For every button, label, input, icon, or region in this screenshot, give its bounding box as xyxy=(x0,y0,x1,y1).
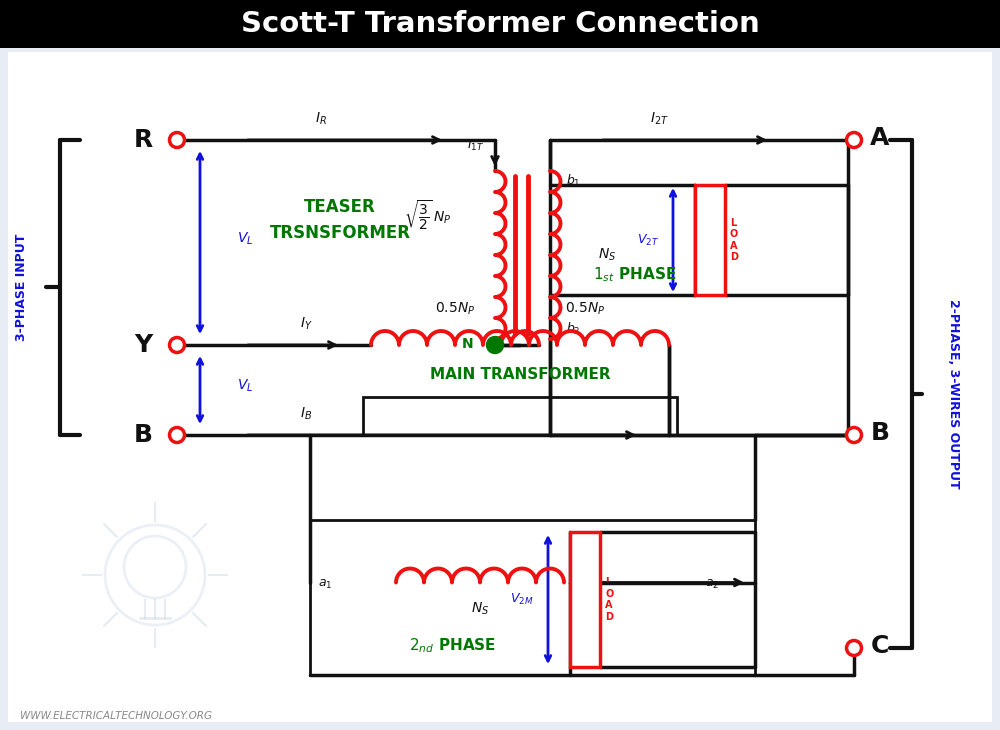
Text: $0.5N_P$: $0.5N_P$ xyxy=(435,301,475,318)
Bar xyxy=(695,185,725,295)
Text: $\sqrt{\dfrac{3}{2}}\,N_P$: $\sqrt{\dfrac{3}{2}}\,N_P$ xyxy=(404,199,452,232)
Text: $I_{1T}$: $I_{1T}$ xyxy=(467,138,484,153)
Text: R: R xyxy=(133,128,153,152)
Text: $I_R$: $I_R$ xyxy=(315,111,327,128)
Circle shape xyxy=(846,640,861,656)
Text: $N_S$: $N_S$ xyxy=(471,601,489,617)
Text: TEASER: TEASER xyxy=(304,198,376,216)
Text: $2_{nd}$ PHASE: $2_{nd}$ PHASE xyxy=(409,636,496,655)
Text: $I_B$: $I_B$ xyxy=(300,406,312,423)
Text: L
O
A
D: L O A D xyxy=(605,577,613,622)
Circle shape xyxy=(846,428,861,442)
Text: $V_{2M}$: $V_{2M}$ xyxy=(510,592,533,607)
Text: A: A xyxy=(870,126,890,150)
Text: TRSNSFORMER: TRSNSFORMER xyxy=(270,224,411,242)
Bar xyxy=(363,397,677,435)
Text: N: N xyxy=(461,337,473,351)
Text: $V_{2T}$: $V_{2T}$ xyxy=(637,232,659,247)
Text: B: B xyxy=(871,421,890,445)
Text: C: C xyxy=(871,634,889,658)
Circle shape xyxy=(170,337,184,353)
Text: Y: Y xyxy=(134,333,152,357)
Text: WWW.ELECTRICALTECHNOLOGY.ORG: WWW.ELECTRICALTECHNOLOGY.ORG xyxy=(20,711,212,721)
Text: 3-PHASE INPUT: 3-PHASE INPUT xyxy=(15,234,29,341)
Bar xyxy=(570,532,600,667)
Text: $a_1$: $a_1$ xyxy=(318,578,332,591)
Text: $b_1$: $b_1$ xyxy=(566,173,580,189)
Text: $V_L$: $V_L$ xyxy=(237,378,253,394)
Text: $I_{2M}$: $I_{2M}$ xyxy=(584,550,603,564)
Text: L
O
A
D: L O A D xyxy=(730,218,738,262)
Text: $a_2$: $a_2$ xyxy=(705,578,719,591)
Text: $1_{st}$ PHASE: $1_{st}$ PHASE xyxy=(593,266,677,285)
Text: $V_L$: $V_L$ xyxy=(237,231,253,247)
Text: Scott-T Transformer Connection: Scott-T Transformer Connection xyxy=(241,10,759,38)
Text: B: B xyxy=(134,423,153,447)
Circle shape xyxy=(170,133,184,147)
Circle shape xyxy=(486,337,504,353)
Text: MAIN TRANSFORMER: MAIN TRANSFORMER xyxy=(430,367,610,382)
Bar xyxy=(0,0,1000,48)
Text: $I_{2T}$: $I_{2T}$ xyxy=(650,111,669,128)
Text: $b_2$: $b_2$ xyxy=(566,321,580,337)
Circle shape xyxy=(170,428,184,442)
Text: $N_S$: $N_S$ xyxy=(598,247,617,264)
Text: $0.5N_P$: $0.5N_P$ xyxy=(565,301,605,318)
Text: 2-PHASE, 3-WIRES OUTPUT: 2-PHASE, 3-WIRES OUTPUT xyxy=(947,299,960,489)
Text: $I_Y$: $I_Y$ xyxy=(300,316,313,332)
Circle shape xyxy=(846,133,861,147)
Bar xyxy=(310,520,755,675)
